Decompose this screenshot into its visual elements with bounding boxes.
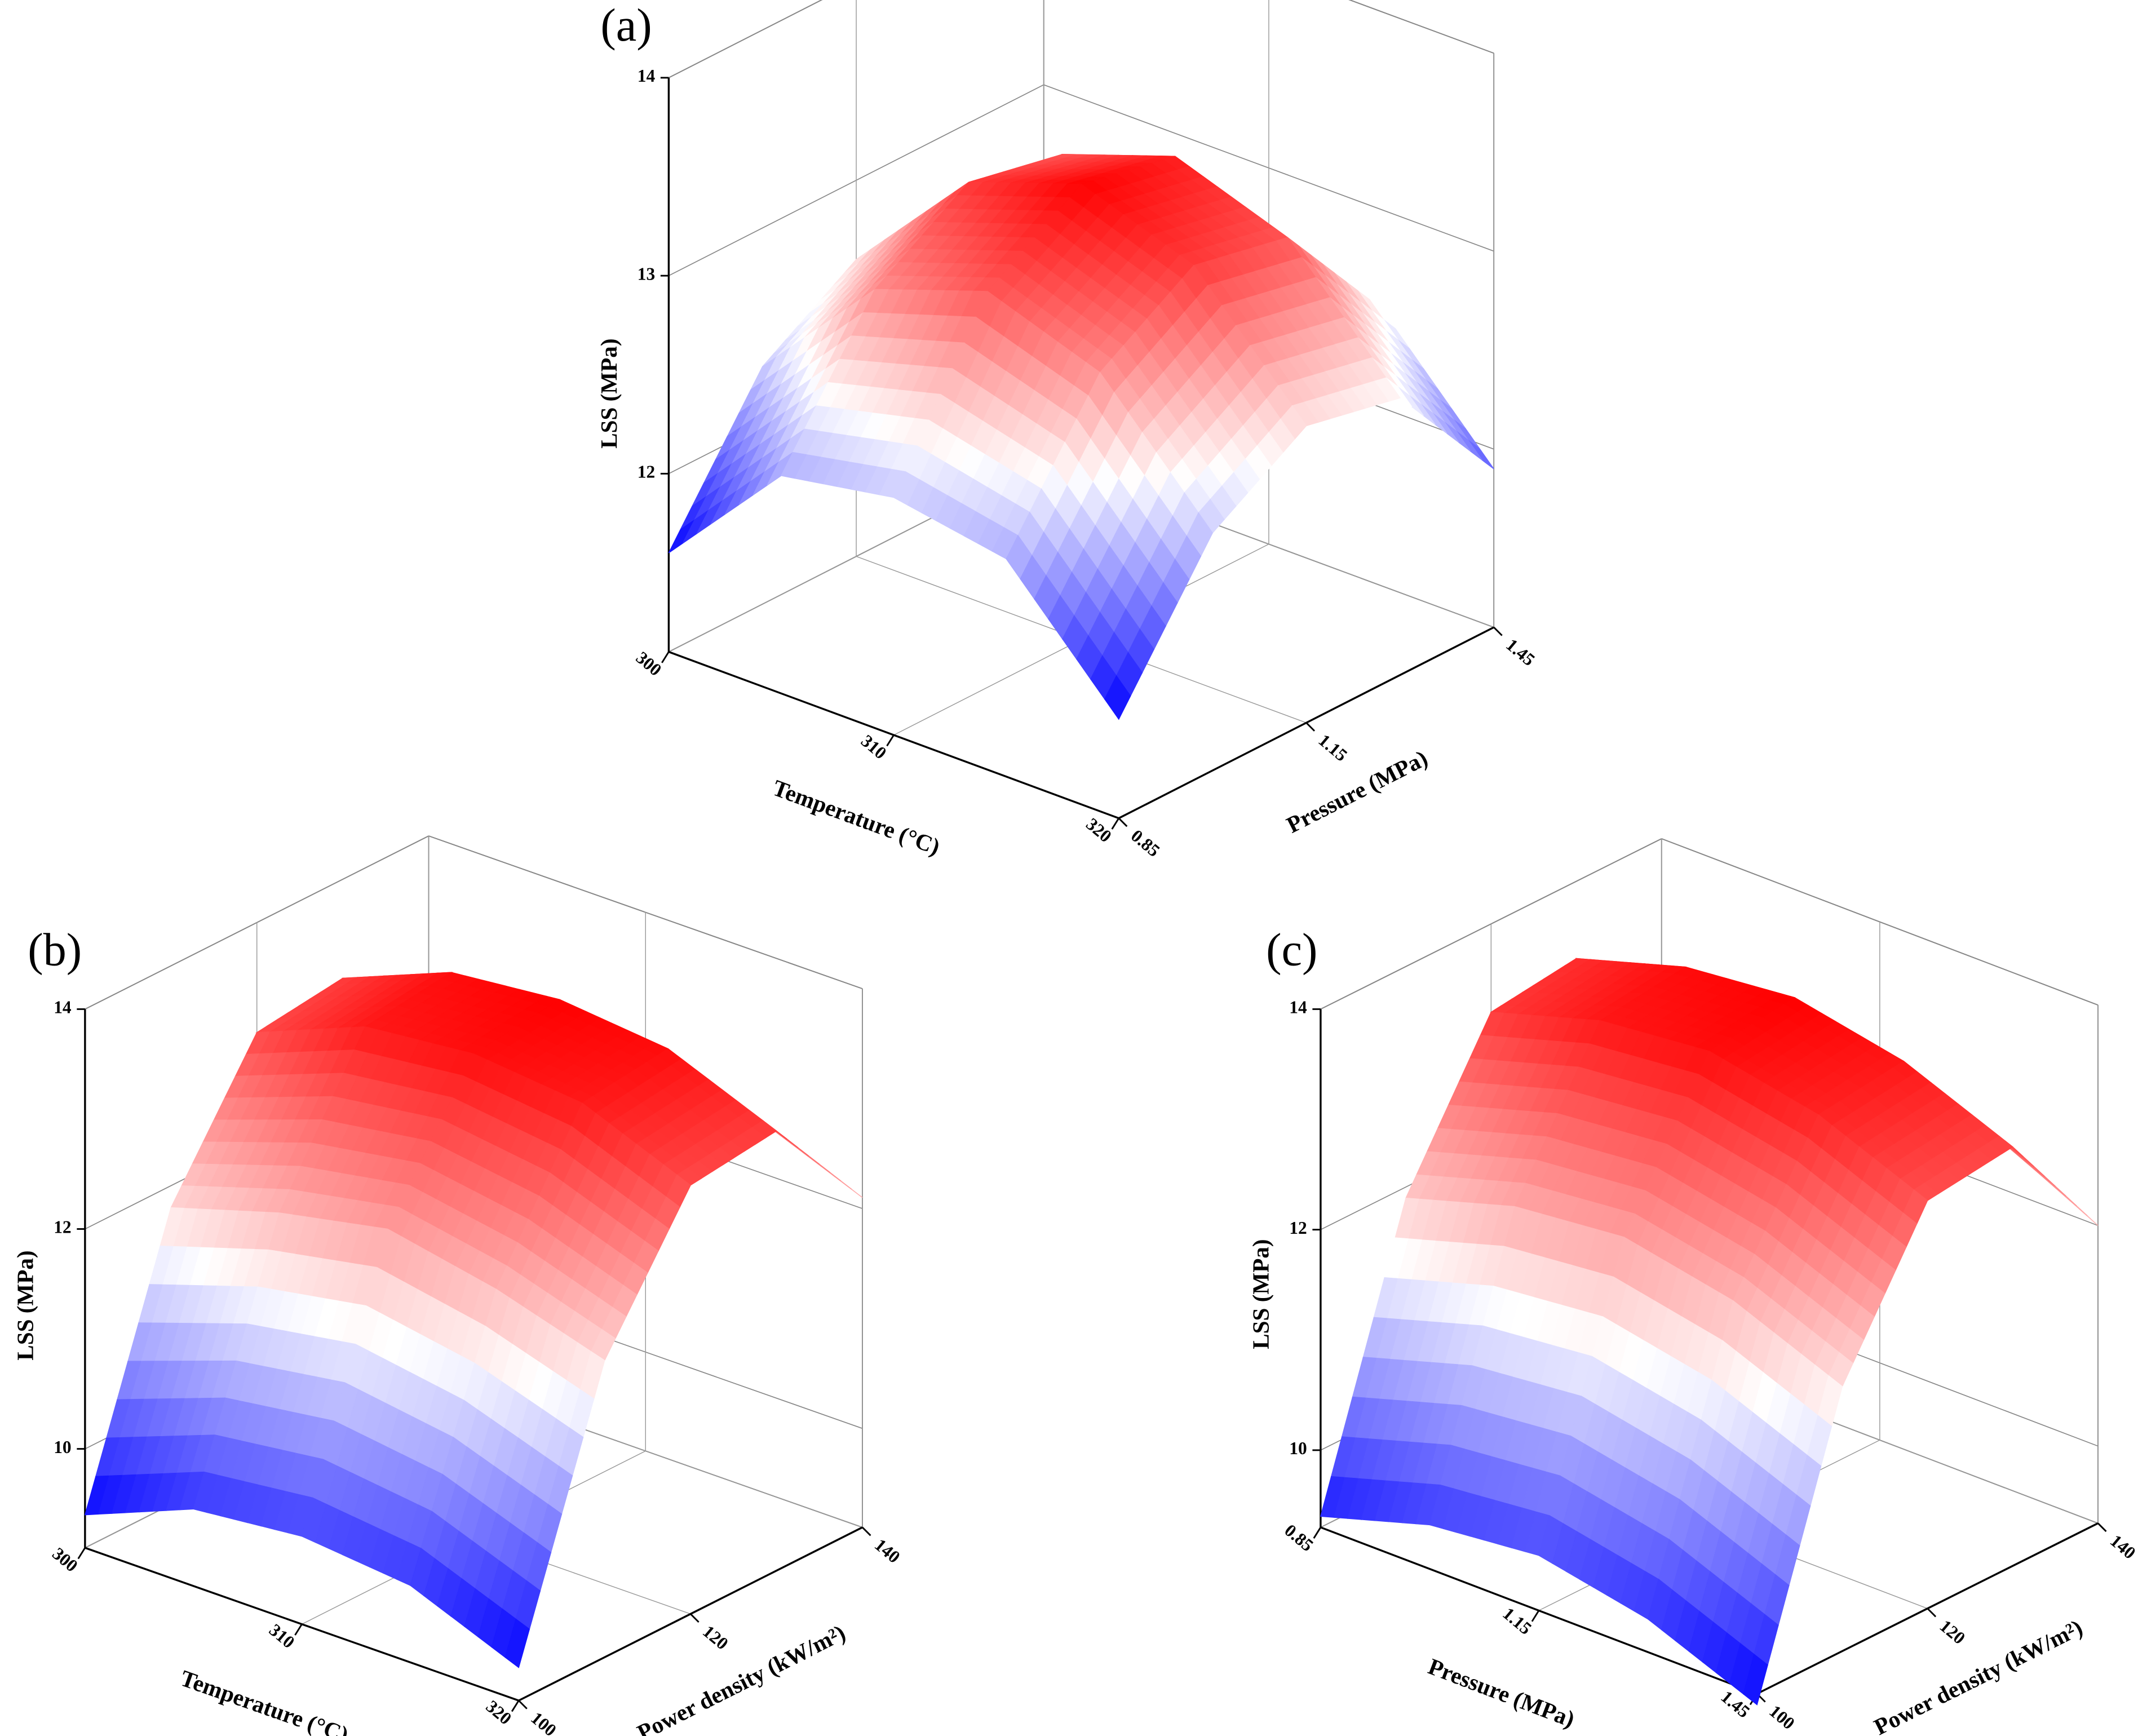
- y-tick-label: 0.85: [1127, 826, 1164, 861]
- tick-mark: [77, 1547, 86, 1560]
- x-tick-label: 1.15: [1499, 1604, 1535, 1638]
- x-tick-label: 310: [265, 1620, 299, 1652]
- z-tick-label: 12: [54, 1217, 71, 1237]
- y-tick-label: 1.45: [1502, 635, 1539, 670]
- x-axis: [1320, 1526, 1758, 1695]
- tick-mark: [690, 1613, 700, 1623]
- tick-mark: [661, 651, 670, 663]
- z-tick-label: 12: [1289, 1218, 1307, 1238]
- tick-mark: [2097, 1522, 2107, 1533]
- tick-mark: [1531, 1610, 1540, 1622]
- z-axis-label: LSS (MPa): [596, 338, 622, 448]
- tick-mark: [861, 1526, 871, 1536]
- tick-mark: [1118, 817, 1128, 827]
- z-axis-label: LSS (MPa): [1248, 1239, 1274, 1349]
- y-tick-label: 120: [1936, 1616, 1969, 1648]
- tick-mark: [1111, 817, 1120, 830]
- x-tick-label: 300: [632, 648, 666, 680]
- tick-mark: [1313, 1527, 1322, 1539]
- tick-mark: [1493, 626, 1503, 636]
- y-axis: [1756, 1522, 2099, 1695]
- z-axis-label: LSS (MPa): [12, 1250, 39, 1360]
- panel-label: (b): [28, 924, 82, 976]
- x-axis-label: Temperature (°C): [177, 1665, 352, 1736]
- grid-line: [1348, 0, 1494, 54]
- panel: 12 13 14 300 310 320 0.85 1.15 1.45 (a) LSS (MPa) T…: [596, 0, 1539, 861]
- panel-label: (a): [600, 0, 652, 51]
- surface-patch: [1743, 1653, 1768, 1706]
- x-axis-label: Temperature (°C): [769, 774, 944, 860]
- y-axis-label: Power density (kW/m²): [633, 1619, 849, 1736]
- y-tick-label: 120: [699, 1622, 732, 1654]
- grid-line: [668, 0, 823, 78]
- x-axis: [668, 650, 1119, 820]
- y-axis-label: Power density (kW/m²): [1870, 1614, 2087, 1736]
- panel: 10 12 14 300 310 320 100 120 140 (b) LSS (MPa) Temp…: [12, 835, 904, 1736]
- z-tick-label: 13: [638, 264, 655, 284]
- tick-mark: [518, 1700, 528, 1710]
- y-tick-label: 100: [1765, 1701, 1799, 1733]
- tick-mark: [511, 1700, 520, 1712]
- surface-patch: [504, 1618, 530, 1668]
- y-tick-label: 1.15: [1315, 730, 1352, 765]
- tick-mark: [886, 734, 895, 747]
- y-tick-label: 140: [871, 1535, 904, 1567]
- x-tick-label: 320: [1082, 814, 1116, 846]
- tick-mark: [1927, 1607, 1937, 1618]
- x-tick-label: 300: [48, 1544, 82, 1576]
- y-axis: [518, 1526, 863, 1702]
- z-tick-label: 10: [54, 1437, 71, 1457]
- x-axis: [85, 1547, 519, 1702]
- z-tick-label: 14: [54, 998, 72, 1017]
- y-axis: [1118, 626, 1494, 820]
- tick-mark: [294, 1623, 303, 1636]
- x-tick-label: 310: [857, 731, 891, 763]
- surface-patch: [1104, 675, 1131, 720]
- tick-mark: [1305, 722, 1316, 732]
- y-tick-label: 100: [527, 1708, 560, 1736]
- x-tick-label: 320: [483, 1697, 516, 1729]
- x-tick-label: 0.85: [1281, 1520, 1317, 1555]
- z-tick-label: 14: [1289, 998, 1307, 1017]
- y-tick-label: 140: [2106, 1531, 2138, 1563]
- panel-label: (c): [1266, 924, 1317, 976]
- z-tick-label: 12: [638, 462, 655, 482]
- z-tick-label: 10: [1289, 1438, 1307, 1458]
- z-tick-label: 14: [638, 66, 656, 86]
- y-axis-label: Pressure (MPa): [1282, 745, 1432, 838]
- x-axis-label: Pressure (MPa): [1424, 1653, 1578, 1733]
